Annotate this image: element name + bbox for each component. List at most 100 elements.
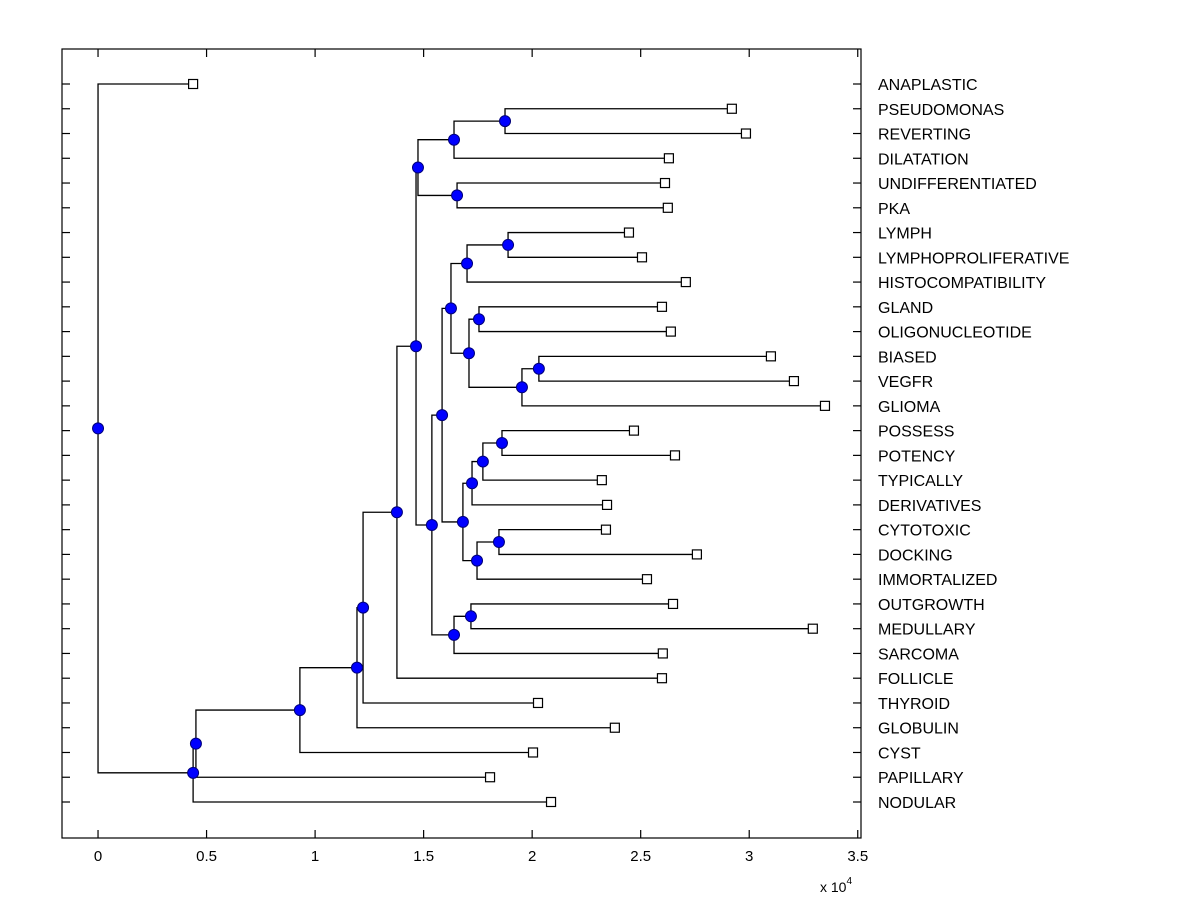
branch-line: [476, 541, 499, 561]
leaf-label: GLAND: [878, 300, 933, 317]
leaf-label: SARCOMA: [878, 646, 959, 663]
leaf-marker: [663, 153, 675, 164]
leaf-marker: [641, 574, 653, 585]
x-tick-label: 1: [311, 848, 319, 865]
branch-line: [362, 607, 539, 704]
cluster-node-marker: [92, 422, 105, 435]
cluster-node-marker: [436, 409, 449, 422]
cluster-node-marker: [189, 737, 202, 750]
leaf-label: POSSESS: [878, 424, 954, 441]
x-axis-multiplier-base: x 10: [820, 879, 847, 895]
x-axis-multiplier-exponent: 4: [846, 876, 852, 887]
x-tick-label: 2: [528, 848, 536, 865]
cluster-node-marker: [411, 161, 424, 174]
leaf-label: DOCKING: [878, 547, 953, 564]
branch-line: [441, 307, 451, 416]
branch-line: [192, 772, 552, 803]
leaf-marker: [545, 796, 557, 808]
branch-line: [462, 521, 478, 562]
leaf-label: GLOBULIN: [878, 721, 959, 738]
leaf-label: TYPICALLY: [878, 473, 963, 490]
branch-line: [396, 345, 417, 513]
branch-line: [441, 415, 463, 523]
leaf-marker: [807, 623, 818, 634]
leaf-marker: [657, 648, 668, 659]
leaf-marker: [623, 227, 635, 238]
branch-line: [417, 167, 458, 197]
leaf-label: PAPILLARY: [878, 770, 964, 787]
branch-line: [507, 231, 629, 245]
branch-line: [471, 483, 608, 506]
leaf-label: BIASED: [878, 349, 937, 366]
branch-line: [195, 743, 491, 778]
cluster-node-marker: [492, 536, 505, 549]
leaf-label: UNDIFFERENTIATED: [878, 176, 1037, 193]
branch-line: [504, 108, 732, 122]
branch-line: [356, 667, 615, 729]
branch-line: [466, 244, 509, 264]
branch-line: [417, 139, 455, 168]
leaf-marker: [532, 697, 544, 709]
branch-line: [453, 634, 663, 655]
cluster-node-marker: [515, 381, 528, 394]
leaf-label: LYMPHOPROLIFERATIVE: [878, 250, 1069, 267]
leaf-labels: ANAPLASTIC PSEUDOMONAS REVERTING DILATATION…: [878, 77, 1069, 812]
node-markers: [92, 115, 545, 779]
branch-line: [195, 709, 300, 744]
x-tick-label: 3: [745, 848, 753, 865]
leaf-marker: [819, 400, 831, 411]
cluster-node-marker: [448, 133, 461, 146]
branch-line: [396, 512, 662, 679]
cluster-node-marker: [495, 437, 508, 449]
cluster-node-marker: [464, 610, 477, 623]
leaf-label: LYMPH: [878, 226, 932, 243]
leaf-marker: [188, 78, 199, 90]
branch-line: [450, 308, 469, 354]
cluster-node-marker: [350, 661, 363, 674]
branch-line: [466, 263, 686, 283]
cluster-node-marker: [390, 506, 403, 519]
x-tick-label: 2.5: [630, 848, 651, 865]
branch-line: [415, 346, 432, 526]
leaf-marker: [484, 772, 496, 783]
leaf-label: CYST: [878, 745, 921, 762]
branch-line: [431, 525, 455, 636]
axis-ticks: [62, 49, 861, 838]
branch-line: [470, 616, 813, 630]
cluster-node-marker: [410, 340, 423, 353]
leaf-marker: [788, 376, 800, 387]
leaf-label: CYTOTOXIC: [878, 523, 971, 540]
branch-line: [456, 182, 665, 196]
branch-line: [498, 542, 697, 556]
cluster-node-marker: [462, 347, 475, 360]
leaf-label: FOLLICLE: [878, 671, 954, 688]
branch-line: [504, 121, 746, 135]
leaf-marker: [656, 301, 668, 312]
branch-line: [478, 306, 662, 320]
branch-line: [453, 120, 506, 140]
cluster-node-marker: [357, 601, 370, 614]
branch-line: [476, 560, 647, 580]
cluster-node-marker: [293, 704, 306, 717]
leaf-label: POTENCY: [878, 448, 956, 465]
branch-line: [453, 139, 669, 159]
leaf-marker: [765, 351, 777, 362]
leaf-label: ANAPLASTIC: [878, 77, 978, 94]
cluster-node-marker: [425, 519, 438, 532]
leaf-marker: [601, 499, 613, 510]
branch-line: [456, 195, 668, 209]
leaf-label: IMMORTALIZED: [878, 572, 997, 589]
branch-line: [468, 353, 522, 388]
leaf-marker: [669, 450, 681, 461]
branch-line: [299, 710, 534, 754]
branch-line: [498, 529, 606, 543]
leaf-marker: [636, 252, 648, 263]
x-tick-label: 0: [94, 848, 102, 865]
plot-area-frame: [61, 48, 862, 839]
cluster-node-marker: [472, 313, 485, 326]
leaf-marker: [680, 276, 691, 288]
branch-line: [470, 603, 674, 617]
x-axis-multiplier: x 104: [820, 876, 852, 895]
branch-line: [431, 414, 443, 526]
